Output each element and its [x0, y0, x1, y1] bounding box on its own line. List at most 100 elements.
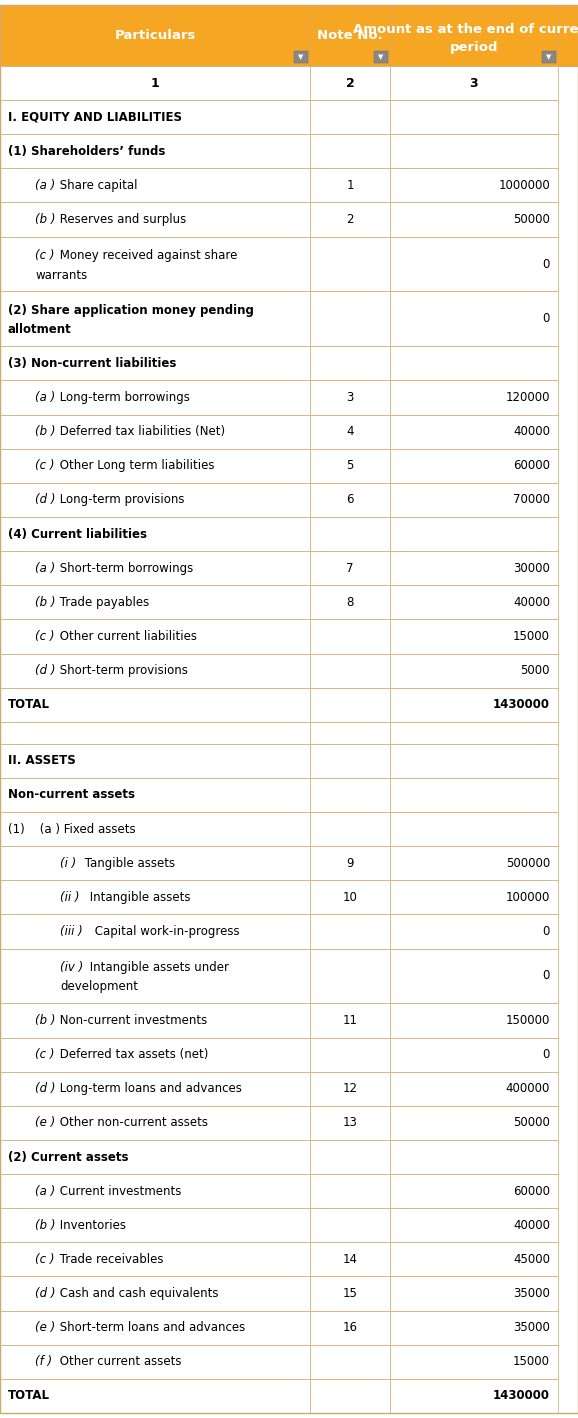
Text: (c ): (c )	[35, 459, 54, 472]
Bar	[390, 1208, 558, 1242]
Bar	[310, 292, 390, 346]
Bar	[390, 1140, 558, 1174]
Text: 6: 6	[346, 493, 354, 506]
Text: 60000: 60000	[513, 1184, 550, 1198]
Text: 40000: 40000	[513, 1218, 550, 1232]
Bar	[0, 448, 310, 484]
Text: (1)    (a ) Fixed assets: (1) (a ) Fixed assets	[8, 822, 136, 835]
Bar	[0, 586, 310, 620]
Bar	[310, 654, 390, 688]
Bar	[390, 67, 558, 101]
Bar	[0, 6, 578, 67]
Bar	[310, 518, 390, 552]
Bar	[390, 915, 558, 949]
Text: II. ASSETS: II. ASSETS	[8, 754, 76, 767]
Text: 1: 1	[151, 77, 160, 89]
Bar	[390, 380, 558, 414]
Bar	[390, 1174, 558, 1208]
Bar	[390, 778, 558, 813]
Bar	[390, 1242, 558, 1276]
Text: 16: 16	[343, 1322, 358, 1334]
Text: 40000: 40000	[513, 596, 550, 608]
Bar	[310, 135, 390, 169]
Bar	[310, 448, 390, 484]
Bar	[0, 620, 310, 654]
Bar	[0, 881, 310, 915]
Text: 50000: 50000	[513, 213, 550, 225]
Bar	[310, 346, 390, 380]
Text: 0: 0	[543, 312, 550, 325]
Bar	[390, 203, 558, 237]
Text: (a ): (a )	[35, 1184, 55, 1198]
Bar	[0, 688, 310, 722]
Bar	[390, 744, 558, 778]
Bar	[0, 1174, 310, 1208]
Text: (b ): (b )	[35, 1218, 55, 1232]
Bar	[0, 1004, 310, 1038]
Bar	[390, 518, 558, 552]
Text: 3: 3	[470, 77, 479, 89]
Bar	[310, 1276, 390, 1310]
Text: Money received against share: Money received against share	[56, 250, 237, 262]
Bar	[310, 1106, 390, 1140]
Bar	[310, 744, 390, 778]
Text: 4: 4	[346, 425, 354, 438]
Bar	[0, 1140, 310, 1174]
Text: TOTAL: TOTAL	[8, 698, 50, 712]
Text: 3: 3	[346, 391, 354, 404]
Text: Short-term loans and advances: Short-term loans and advances	[56, 1322, 245, 1334]
Bar	[0, 135, 310, 169]
Text: 1430000: 1430000	[493, 698, 550, 712]
Text: 7: 7	[346, 562, 354, 574]
Text: Capital work-in-progress: Capital work-in-progress	[91, 925, 240, 937]
Text: 50000: 50000	[513, 1116, 550, 1129]
Text: Short-term borrowings: Short-term borrowings	[56, 562, 193, 574]
Bar	[0, 1276, 310, 1310]
Text: Deferred tax assets (net): Deferred tax assets (net)	[56, 1048, 208, 1061]
Bar	[0, 915, 310, 949]
Text: (ii ): (ii )	[60, 891, 80, 903]
Text: (b ): (b )	[35, 1014, 55, 1027]
Bar	[310, 101, 390, 135]
Text: 15: 15	[343, 1288, 357, 1300]
Bar	[310, 6, 390, 67]
Bar	[390, 654, 558, 688]
Text: (b ): (b )	[35, 425, 55, 438]
Bar	[310, 586, 390, 620]
Bar	[390, 1276, 558, 1310]
Bar	[390, 6, 558, 67]
Text: 500000: 500000	[506, 856, 550, 869]
Text: 5: 5	[346, 459, 354, 472]
Text: Deferred tax liabilities (Net): Deferred tax liabilities (Net)	[56, 425, 225, 438]
Text: (c ): (c )	[35, 250, 54, 262]
Bar	[0, 1106, 310, 1140]
Text: (a ): (a )	[35, 179, 55, 191]
Bar	[0, 1072, 310, 1106]
Bar	[390, 722, 558, 744]
Bar	[310, 67, 390, 101]
Text: 15000: 15000	[513, 630, 550, 642]
Bar	[0, 722, 310, 744]
Text: 5000: 5000	[521, 664, 550, 678]
Text: (d ): (d )	[35, 1288, 55, 1300]
Bar	[310, 1208, 390, 1242]
Bar	[0, 484, 310, 518]
Bar	[390, 1378, 558, 1412]
Bar	[390, 620, 558, 654]
Bar	[0, 1344, 310, 1378]
Text: 100000: 100000	[506, 891, 550, 903]
Bar	[0, 847, 310, 881]
Text: Intangible assets: Intangible assets	[86, 891, 191, 903]
Bar	[310, 1004, 390, 1038]
Bar	[390, 292, 558, 346]
Bar	[0, 778, 310, 813]
Text: (f ): (f )	[35, 1356, 52, 1368]
Bar	[0, 67, 310, 101]
Bar	[0, 1378, 310, 1412]
Bar	[0, 1038, 310, 1072]
Bar	[374, 51, 388, 62]
Bar	[0, 203, 310, 237]
Text: 35000: 35000	[513, 1322, 550, 1334]
Text: I. EQUITY AND LIABILITIES: I. EQUITY AND LIABILITIES	[8, 111, 182, 123]
Text: (d ): (d )	[35, 664, 55, 678]
